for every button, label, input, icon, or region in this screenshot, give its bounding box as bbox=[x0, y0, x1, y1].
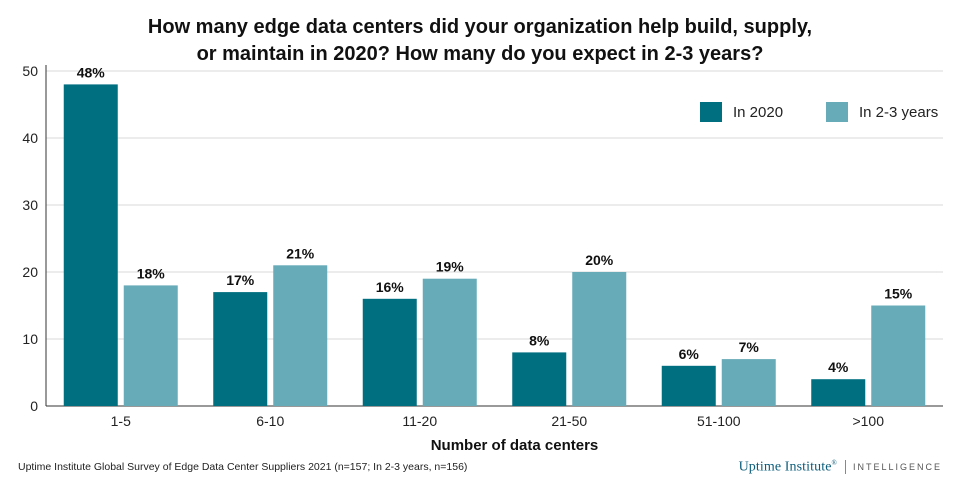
y-tick-label: 50 bbox=[22, 63, 38, 79]
brand-subtitle: INTELLIGENCE bbox=[852, 462, 942, 472]
x-axis-title: Number of data centers bbox=[431, 437, 599, 454]
bar-in-2-3-years bbox=[273, 265, 328, 406]
legend-label: In 2020 bbox=[733, 104, 783, 121]
bar-data-label: 17% bbox=[226, 272, 255, 288]
brand-name: Uptime Institute® bbox=[738, 458, 837, 475]
bar-data-label: 7% bbox=[739, 339, 760, 355]
legend-swatch bbox=[826, 102, 848, 122]
bar-data-label: 4% bbox=[828, 359, 849, 375]
x-tick-label: 1-5 bbox=[111, 413, 131, 429]
y-tick-label: 10 bbox=[22, 331, 38, 347]
bar-in-2020 bbox=[661, 365, 716, 406]
bar-in-2-3-years bbox=[871, 305, 926, 406]
bar-data-label: 15% bbox=[884, 286, 913, 302]
chart-title: How many edge data centers did your orga… bbox=[0, 14, 960, 68]
bar-in-2-3-years bbox=[123, 285, 178, 406]
bar-data-label: 21% bbox=[286, 245, 315, 261]
brand-divider bbox=[844, 460, 846, 474]
chart-title-line-2: or maintain in 2020? How many do you exp… bbox=[196, 43, 764, 65]
y-tick-label: 0 bbox=[30, 398, 38, 414]
bar-data-label: 20% bbox=[585, 252, 614, 268]
bar-in-2020 bbox=[213, 292, 268, 406]
bar-in-2-3-years bbox=[422, 278, 477, 406]
bar-data-label: 18% bbox=[137, 265, 166, 281]
y-tick-label: 20 bbox=[22, 264, 38, 280]
x-tick-label: 11-20 bbox=[402, 413, 437, 429]
legend-label: In 2-3 years bbox=[859, 104, 938, 121]
bar-in-2020 bbox=[362, 298, 417, 406]
source-note: Uptime Institute Global Survey of Edge D… bbox=[18, 461, 468, 473]
bar-in-2-3-years bbox=[721, 359, 776, 406]
bar-in-2020 bbox=[512, 352, 567, 406]
x-tick-label: >100 bbox=[852, 413, 884, 429]
y-tick-label: 30 bbox=[22, 197, 38, 213]
x-tick-label: 6-10 bbox=[256, 413, 284, 429]
bar-in-2-3-years bbox=[572, 272, 627, 406]
bar-in-2020 bbox=[63, 84, 118, 407]
chart-title-line-1: How many edge data centers did your orga… bbox=[147, 16, 813, 38]
x-tick-label: 51-100 bbox=[697, 413, 741, 429]
bar-data-label: 6% bbox=[679, 346, 700, 362]
brand-logo: Uptime Institute® INTELLIGENCE bbox=[739, 458, 942, 476]
bar-data-label: 8% bbox=[529, 332, 550, 348]
bar-data-label: 48% bbox=[77, 64, 106, 80]
x-tick-label: 21-50 bbox=[551, 413, 587, 429]
y-tick-label: 40 bbox=[22, 130, 38, 146]
bar-data-label: 19% bbox=[436, 259, 465, 275]
legend-swatch bbox=[700, 102, 722, 122]
bar-data-label: 16% bbox=[376, 279, 405, 295]
bar-in-2020 bbox=[811, 379, 866, 406]
